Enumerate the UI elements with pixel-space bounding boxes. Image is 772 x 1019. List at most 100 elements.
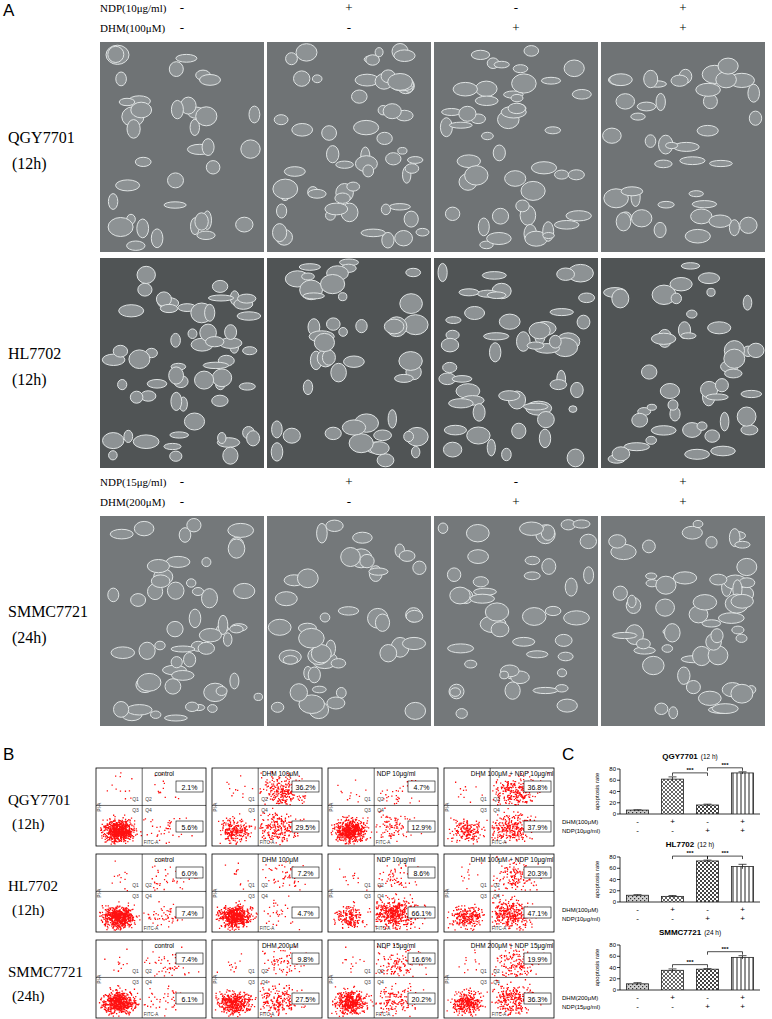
cell [317,523,328,543]
quadrant-label: Q1 [364,796,371,802]
y-tick [617,857,620,858]
quadrant-line [96,977,206,978]
y-tick [617,769,620,770]
y-tick [617,956,620,957]
y-tick-label: 80 [609,942,616,948]
plot-title: DHM 100μM [262,856,299,864]
cell [308,667,320,683]
cell [202,139,214,156]
percent-label: 7.4% [182,956,198,963]
micrograph [100,258,264,468]
cell [400,294,423,314]
cell [475,96,498,105]
error-bar [739,772,747,774]
cell [127,705,152,715]
treatment-label: NDP(10μg/ml) [562,828,600,834]
micrograph [100,516,264,726]
cell [718,58,738,74]
cell [239,383,255,390]
treatment-sign: + [670,993,675,1002]
cell [565,578,577,596]
row-label: SMMC7721 [8,964,83,980]
y-tick [617,902,620,903]
y-tick [617,791,620,792]
micrograph [601,258,765,468]
bar [662,970,684,990]
quadrant-label: Q1 [480,796,487,802]
cell [195,371,214,389]
error-bar [704,860,712,862]
cell [499,391,520,401]
treatment-sign: - [671,914,674,923]
treatment-label: NDP(15μg/ml) [562,1004,600,1010]
error-bar [669,777,677,782]
treatment-sign: + [670,905,675,914]
micrograph-bg [434,516,598,726]
cell [502,448,512,460]
error-bar [669,969,677,972]
quadrant-label: Q3 [364,893,371,899]
treatment-sign: - [180,494,184,509]
percent-box [408,953,435,964]
percent-box [292,867,319,878]
cell [363,165,374,177]
axis-label: FITC-A [260,840,275,845]
cell [277,204,287,218]
percent-box [292,907,319,918]
quadrant-label: Q3 [248,979,255,985]
treatment-sign: + [705,914,710,923]
cell [564,60,584,77]
flow-frame [96,854,206,932]
treatment-sign: + [740,817,745,826]
bars [627,956,754,990]
quadrant-label: Q4 [377,979,384,985]
cell [247,431,260,446]
cell [724,349,745,368]
treatment-sign: - [636,826,639,835]
significance-bracket [673,856,708,859]
cell [273,224,287,242]
flow-frame [96,940,206,1018]
cell [228,539,245,558]
cell [165,715,188,721]
cell [482,272,506,280]
cell [380,645,397,662]
cell [450,688,461,697]
cell [612,447,630,461]
cell [388,410,396,428]
cell [139,642,155,659]
axis-label: PI-A [213,889,218,898]
cell [609,535,626,548]
cell [405,164,419,174]
cell [731,594,753,608]
treatment-sign: + [740,993,745,1002]
significance-label: *** [686,767,694,773]
flow-dots [259,808,318,845]
cell [169,62,183,77]
treatment-sign: + [705,826,710,835]
axis-label: FITC-A [376,840,391,845]
row-label: HL7702 [8,878,58,894]
cell [167,621,183,636]
cell [516,200,529,212]
treatment-label: NDP(15μg/ml) [100,476,167,489]
axis-label: PI-A [329,803,334,812]
cell [331,659,346,668]
cell [577,315,590,329]
cell [566,211,591,221]
micrograph [434,42,598,252]
quadrant-label: Q2 [145,796,152,802]
cell [655,160,672,168]
cell [737,407,756,426]
quadrant-label: Q4 [493,893,500,899]
cell [449,122,472,128]
flow-frame [444,940,554,1018]
cell [447,568,460,582]
y-tick-label: 20 [609,800,616,806]
treatment-sign: - [347,20,351,35]
error-bar [739,864,747,869]
percent-box [292,993,319,1004]
micrograph [601,516,765,726]
quadrant-label: Q2 [145,882,152,888]
cell [693,595,717,610]
